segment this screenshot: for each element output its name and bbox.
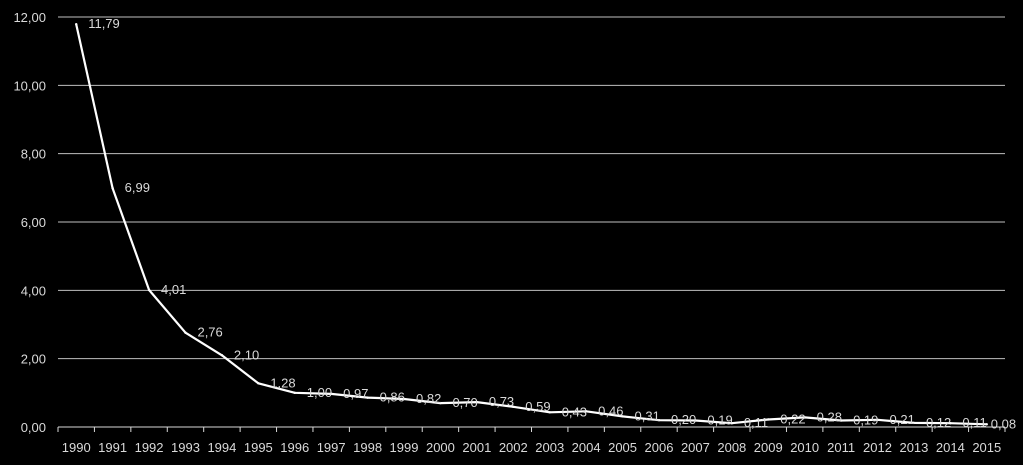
y-tick-label: 10,00 [13, 78, 46, 93]
data-point [767, 418, 770, 421]
data-point [366, 396, 369, 399]
x-tick-label: 1998 [353, 440, 382, 455]
y-tick-label: 12,00 [13, 10, 46, 25]
data-point [220, 354, 224, 357]
x-tick-label: 1992 [135, 440, 164, 455]
data-point [912, 421, 916, 425]
data-label: 2,76 [197, 325, 222, 340]
data-label: 4,01 [161, 282, 186, 297]
y-tick-label: 2,00 [21, 352, 46, 367]
data-point [402, 397, 406, 401]
data-label: 0,59 [525, 399, 550, 414]
x-tick-label: 1995 [244, 440, 273, 455]
x-tick-label: 2010 [790, 440, 819, 455]
data-point [147, 288, 151, 292]
data-label: 0,70 [452, 395, 477, 410]
x-tick-label: 2002 [499, 440, 528, 455]
data-label: 0,21 [890, 412, 915, 427]
data-point [75, 22, 78, 26]
data-point [803, 416, 806, 419]
x-tick-label: 2005 [608, 440, 637, 455]
data-label: 11,79 [88, 16, 120, 31]
data-point [584, 410, 588, 413]
x-tick-label: 2004 [572, 440, 601, 455]
x-tick-label: 1993 [171, 440, 200, 455]
x-tick-label: 1997 [317, 440, 346, 455]
data-label: 0,08 [991, 416, 1016, 431]
x-tick-label: 2008 [717, 440, 746, 455]
data-point [184, 331, 187, 334]
data-label: 6,99 [125, 180, 150, 195]
x-tick-label: 2007 [681, 440, 710, 455]
data-label: 0,12 [926, 415, 951, 430]
data-label: 0,97 [343, 386, 368, 401]
data-point [876, 418, 879, 422]
data-label: 0,20 [671, 412, 696, 427]
data-label: 0,11 [962, 415, 986, 430]
x-tick-label: 2015 [972, 440, 1001, 455]
data-point [621, 415, 624, 418]
data-label: 0,19 [707, 413, 732, 428]
data-label: 0,19 [853, 413, 878, 428]
data-point [111, 186, 114, 190]
data-label: 2,10 [234, 347, 259, 362]
x-tick-label: 2001 [462, 440, 491, 455]
data-label: 0,22 [780, 411, 805, 426]
data-label: 0,11 [744, 415, 768, 430]
data-point [949, 422, 952, 425]
data-point [475, 400, 479, 404]
x-tick-label: 1999 [390, 440, 419, 455]
data-point [657, 418, 661, 422]
data-label: 1,28 [270, 375, 295, 390]
data-point [694, 419, 697, 422]
x-tick-label: 1996 [280, 440, 309, 455]
data-label: 0,28 [817, 409, 842, 424]
x-tick-label: 1994 [207, 440, 236, 455]
x-tick-label: 2013 [899, 440, 928, 455]
x-tick-label: 2006 [645, 440, 674, 455]
x-tick-label: 1991 [98, 440, 127, 455]
y-tick-label: 8,00 [21, 147, 46, 162]
data-label: 0,73 [489, 394, 514, 409]
data-point [512, 405, 515, 409]
data-point [985, 423, 988, 426]
data-label: 0,86 [380, 390, 405, 405]
data-label: 0,82 [416, 391, 441, 406]
y-tick-label: 6,00 [21, 215, 46, 230]
data-label: 0,43 [562, 404, 587, 419]
x-tick-label: 2014 [936, 440, 965, 455]
data-point [730, 422, 734, 425]
x-tick-label: 2000 [426, 440, 455, 455]
data-label: 0,46 [598, 403, 623, 418]
data-point [439, 401, 442, 405]
y-tick-label: 0,00 [21, 420, 46, 435]
y-tick-label: 4,00 [21, 283, 46, 298]
series-line [75, 23, 987, 426]
x-tick-label: 1990 [62, 440, 91, 455]
data-point [548, 411, 551, 414]
x-tick-label: 2003 [535, 440, 564, 455]
x-tick-label: 2011 [827, 440, 855, 455]
data-point [257, 382, 260, 385]
data-point [329, 392, 333, 396]
data-label: 1,00 [307, 385, 332, 400]
data-point [839, 419, 843, 422]
x-tick-label: 2012 [863, 440, 892, 455]
data-point [293, 391, 296, 395]
x-tick-label: 2009 [754, 440, 783, 455]
data-label: 0,31 [635, 408, 660, 423]
